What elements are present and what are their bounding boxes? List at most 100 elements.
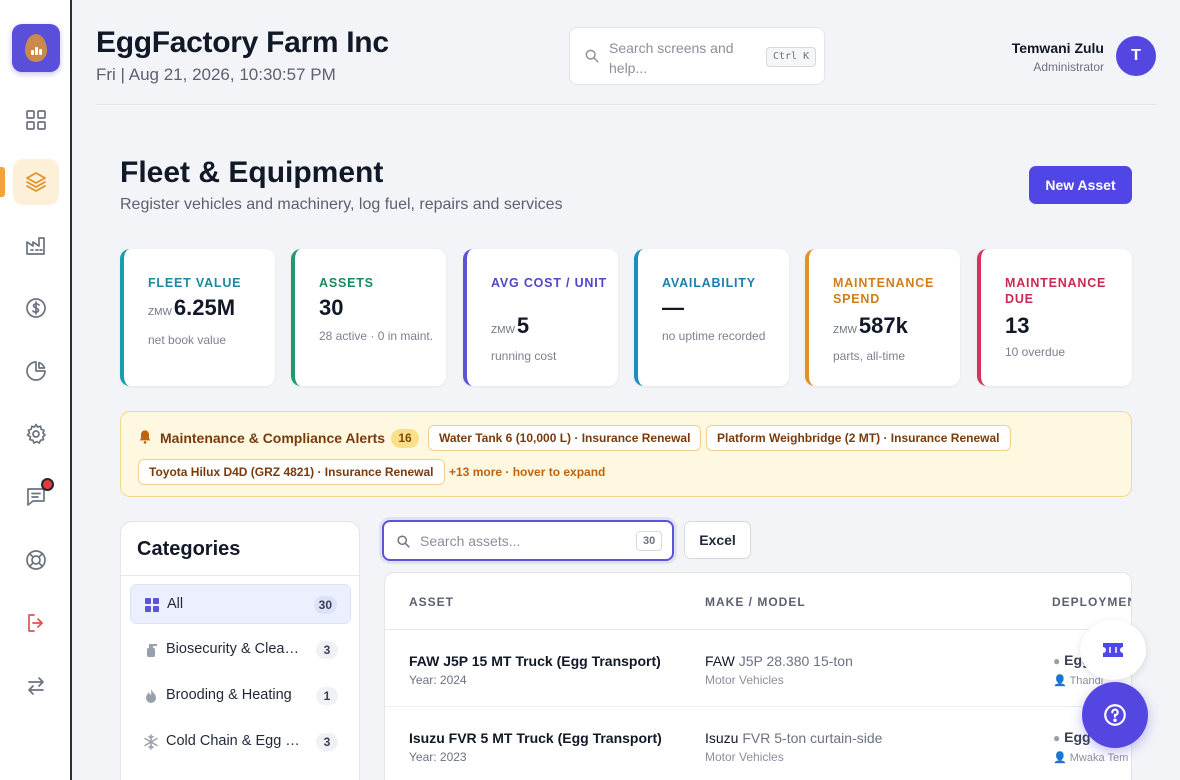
layers-icon [26,172,46,192]
alerts-count-badge: 16 [391,429,419,448]
column-header-deployment[interactable]: DEPLOYMENT [1052,595,1131,609]
avatar[interactable]: T [1116,36,1156,76]
asset-search-input[interactable] [420,530,620,552]
app-logo[interactable] [12,24,60,72]
category-count: 3 [316,733,338,751]
category-count: 3 [316,641,338,659]
grid-icon [145,598,159,612]
header-divider [96,104,1156,105]
nav-reports[interactable] [13,348,59,394]
kpi-label: ASSETS [319,276,374,290]
category-item-cold-chain[interactable]: Cold Chain & Egg Handling 3 [130,722,351,762]
kpi-label: MAINTENANCE DUE [1005,276,1107,306]
kpi-number: 587k [858,313,908,338]
kpi-value: ZMW5 [491,313,529,339]
lifebuoy-icon [26,550,46,570]
divider [121,575,359,576]
kpi-label: AVAILABILITY [662,276,756,290]
alerts-panel: Maintenance & Compliance Alerts 16 Water… [120,411,1132,497]
kpi-value: 13 [1005,313,1029,339]
asset-model: J5P 28.380 15-ton [738,653,853,669]
kpi-currency: ZMW [491,325,515,336]
kpi-number: 13 [1005,313,1030,338]
ticket-fab[interactable] [1080,620,1146,680]
alerts-more-link[interactable]: +13 more · hover to expand [449,465,606,479]
kpi-number: 30 [319,295,344,320]
alert-chip[interactable]: Platform Weighbridge (2 MT) · Insurance … [706,425,1011,451]
alerts-title: Maintenance & Compliance Alerts [160,430,386,446]
nav-switch[interactable] [13,663,59,709]
nav-dashboard[interactable] [13,97,59,143]
user-name: Temwani Zulu [1011,40,1104,56]
asset-count-badge: 30 [636,531,663,551]
nav-messages[interactable] [13,474,59,520]
kpi-note: 10 overdue [1005,345,1066,359]
alert-chip[interactable]: Toyota Hilux D4D (GRZ 4821) · Insurance … [138,459,445,485]
category-item-biosecurity[interactable]: Biosecurity & Cleaning 3 [130,630,351,670]
assets-table: ASSET MAKE / MODEL DEPLOYMENT FAW J5P 15… [384,572,1132,780]
category-item-brooding[interactable]: Brooding & Heating 1 [130,676,351,716]
kpi-currency: ZMW [148,307,172,318]
kpi-availability: AVAILABILITY — no uptime recorded [634,249,789,386]
logout-icon [28,614,43,632]
app-title: EggFactory Farm Inc [96,26,389,59]
nav-support[interactable] [13,537,59,583]
asset-make: Isuzu [705,730,739,746]
categories-title: Categories [137,538,241,560]
category-label: All [167,596,184,612]
asset-year: Year: 2024 [409,673,467,687]
kpi-value: ZMW6.25M [148,295,235,321]
global-search[interactable]: Search screens and help... Ctrl K [569,27,825,85]
nav-logout[interactable] [13,600,59,646]
factory-icon [26,237,45,255]
operator-name: Mwaka Tem [1069,752,1129,764]
kpi-value: — [662,295,684,321]
page-title: Fleet & Equipment [120,156,384,189]
nav-finance[interactable] [13,285,59,331]
category-count: 30 [313,596,337,614]
switch-arrows-icon [28,677,44,695]
kpi-currency: ZMW [833,325,857,336]
nav-fleet[interactable] [13,159,59,205]
alert-chip[interactable]: Water Tank 6 (10,000 L) · Insurance Rene… [428,425,702,451]
asset-search[interactable]: 30 [382,520,674,561]
bell-icon [139,430,151,444]
help-fab[interactable] [1082,682,1148,748]
categories-panel: Categories All 30 Biosecurity & Cleaning… [120,521,360,780]
category-item-all[interactable]: All 30 [130,584,351,624]
asset-make-model: FAW J5P 28.380 15-ton [705,653,853,669]
new-asset-button[interactable]: New Asset [1029,166,1132,204]
divider [385,629,1131,630]
column-header-asset[interactable]: ASSET [409,595,455,609]
kpi-fleet-value: FLEET VALUE ZMW6.25M net book value [120,249,275,386]
asset-model: FVR 5-ton curtain-side [742,730,883,746]
column-header-make-model[interactable]: MAKE / MODEL [705,595,806,609]
kpi-maintenance-due: MAINTENANCE DUE 13 10 overdue [977,249,1132,386]
asset-operator: 👤 Mwaka Tem [1053,751,1128,764]
deployment-location: Egg [1064,729,1091,745]
location-pin-icon: ● [1053,654,1061,668]
kpi-note: no uptime recorded [662,329,766,343]
table-row[interactable]: Isuzu FVR 5 MT Truck (Egg Transport) Yea… [385,707,1131,780]
message-icon [27,488,45,506]
flame-icon [146,689,156,703]
egg-logo-icon [25,34,47,62]
excel-export-button[interactable]: Excel [684,521,751,559]
operator-name: Thandi [1069,675,1104,687]
kpi-maintenance-spend: MAINTENANCE SPEND ZMW587k parts, all-tim… [805,249,960,386]
asset-make-model: Isuzu FVR 5-ton curtain-side [705,730,882,746]
kpi-number: 6.25M [173,295,236,320]
kpi-label: FLEET VALUE [148,276,242,290]
pie-chart-icon [26,361,46,381]
global-search-placeholder[interactable]: Search screens and help... [609,40,734,76]
kpi-number: 5 [516,313,530,338]
search-icon [397,535,410,548]
nav-settings[interactable] [13,411,59,457]
asset-type: Motor Vehicles [705,673,784,687]
nav-production[interactable] [13,222,59,268]
ticket-icon [1103,643,1123,657]
kpi-avg-cost: AVG COST / UNIT ZMW5 running cost [463,249,618,386]
current-datetime: Fri | Aug 21, 2026, 10:30:57 PM [96,65,336,84]
kpi-note: net book value [148,333,227,347]
table-row[interactable]: FAW J5P 15 MT Truck (Egg Transport) Year… [385,630,1131,707]
